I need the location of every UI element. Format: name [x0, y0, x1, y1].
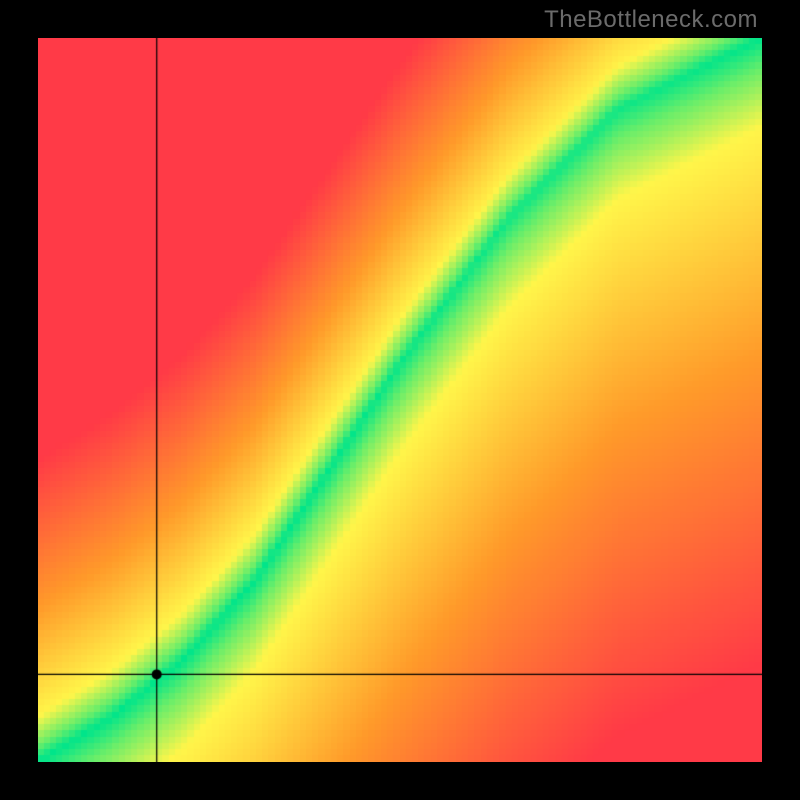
watermark-label: TheBottleneck.com — [544, 6, 758, 34]
bottleneck-heatmap — [38, 38, 762, 762]
chart-container: TheBottleneck.com — [0, 0, 800, 800]
